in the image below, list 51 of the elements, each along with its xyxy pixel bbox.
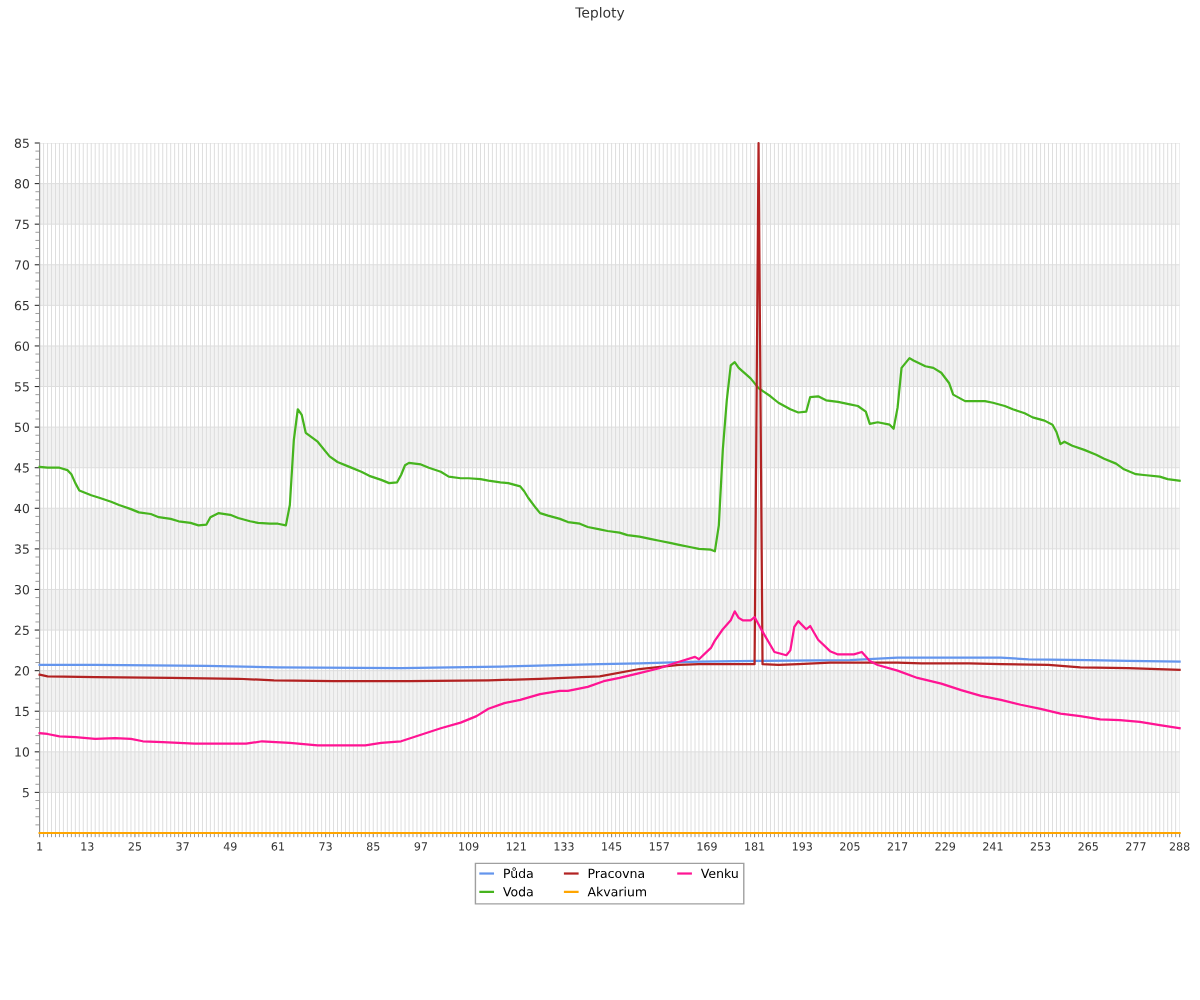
y-tick-label: 65 [14,300,29,311]
x-tick-label: 181 [745,842,765,851]
x-tick-label: 133 [554,842,574,851]
x-tick-label: 121 [506,842,526,851]
x-tick-label: 241 [983,842,1003,851]
x-tick-label: 49 [223,842,237,851]
y-tick-label: 40 [14,503,30,514]
x-tick-label: 169 [697,842,717,851]
x-tick-label: 61 [271,842,284,851]
x-tick-label: 217 [887,842,908,851]
y-tick-label: 10 [15,747,30,757]
legend-label: Venku [700,868,738,879]
x-tick-label: 157 [649,842,669,851]
y-tick-label: 30 [14,584,30,595]
legend-label: Pracovna [588,868,644,879]
y-tick-label: 15 [15,706,29,717]
y-tick-label: 25 [14,625,29,635]
x-tick-label: 1 [37,842,43,851]
x-tick-label: 37 [176,842,189,851]
x-tick-label: 145 [602,842,622,851]
y-tick-label: 60 [14,341,30,351]
x-tick-label: 109 [459,842,479,851]
chart-title: Teploty [575,7,625,21]
x-tick-label: 205 [840,842,860,851]
legend-label: Půda [504,867,533,879]
y-tick-label: 55 [14,382,29,392]
x-tick-label: 85 [366,842,380,851]
x-tick-label: 73 [319,842,332,851]
y-tick-label: 85 [14,138,29,148]
y-tick-label: 50 [14,422,30,433]
line-series [38,610,1181,747]
x-tick-label: 277 [1126,842,1146,851]
x-tick-label: 253 [1030,842,1051,851]
y-tick-label: 80 [14,179,30,189]
line-series [38,656,1181,670]
x-tick-label: 229 [935,842,956,851]
line-series [38,357,1181,553]
x-tick-label: 193 [792,842,812,851]
y-tick-label: 20 [14,666,30,676]
y-tick-label: 35 [14,544,29,554]
legend-label: Voda [503,886,533,897]
x-tick-label: 13 [81,842,94,851]
y-tick-label: 70 [15,260,30,270]
y-tick-label: 45 [14,463,29,473]
y-tick-label: 5 [22,788,29,798]
x-tick-label: 97 [414,842,428,851]
x-tick-label: 265 [1078,842,1098,851]
x-tick-label: 288 [1169,842,1190,851]
legend-label: Akvarium [587,886,646,897]
y-tick-label: 75 [15,219,29,230]
x-tick-label: 25 [128,842,142,851]
